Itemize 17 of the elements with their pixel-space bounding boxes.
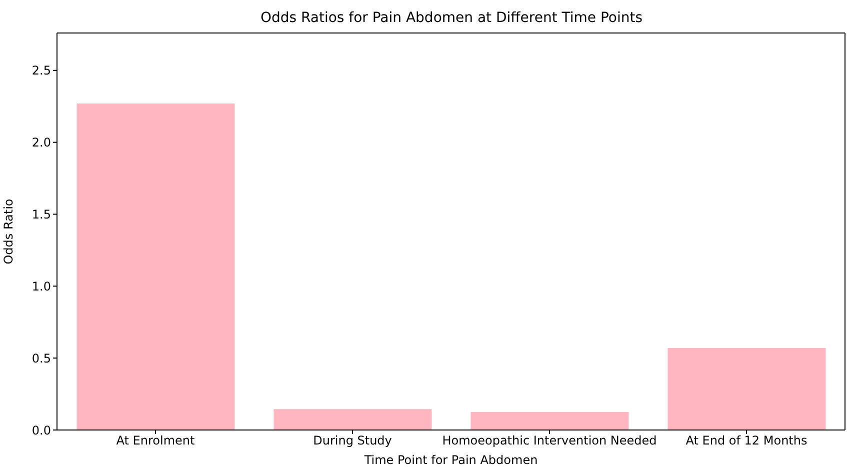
y-tick-label: 1.0 bbox=[32, 279, 51, 294]
x-tick-label: At Enrolment bbox=[116, 434, 196, 448]
y-tick-label: 0.5 bbox=[32, 351, 51, 366]
bar bbox=[668, 348, 826, 430]
x-axis-title: Time Point for Pain Abdomen bbox=[363, 453, 538, 467]
chart-title: Odds Ratios for Pain Abdomen at Different Time Points bbox=[259, 10, 644, 26]
y-tick-label: 2.0 bbox=[32, 136, 51, 150]
x-tick-label: During Study bbox=[313, 434, 392, 448]
y-axis-title: Odds Ratio bbox=[1, 198, 16, 264]
bar bbox=[274, 409, 432, 430]
x-tick-label: At End of 12 Months bbox=[686, 434, 808, 448]
bar bbox=[470, 412, 629, 430]
y-tick-label: 2.5 bbox=[32, 64, 51, 78]
y-tick-label: 0.0 bbox=[32, 423, 51, 438]
bar bbox=[76, 103, 235, 430]
x-tick-label: Homoeopathic Intervention Needed bbox=[442, 434, 657, 448]
y-tick-label: 1.5 bbox=[32, 208, 51, 222]
